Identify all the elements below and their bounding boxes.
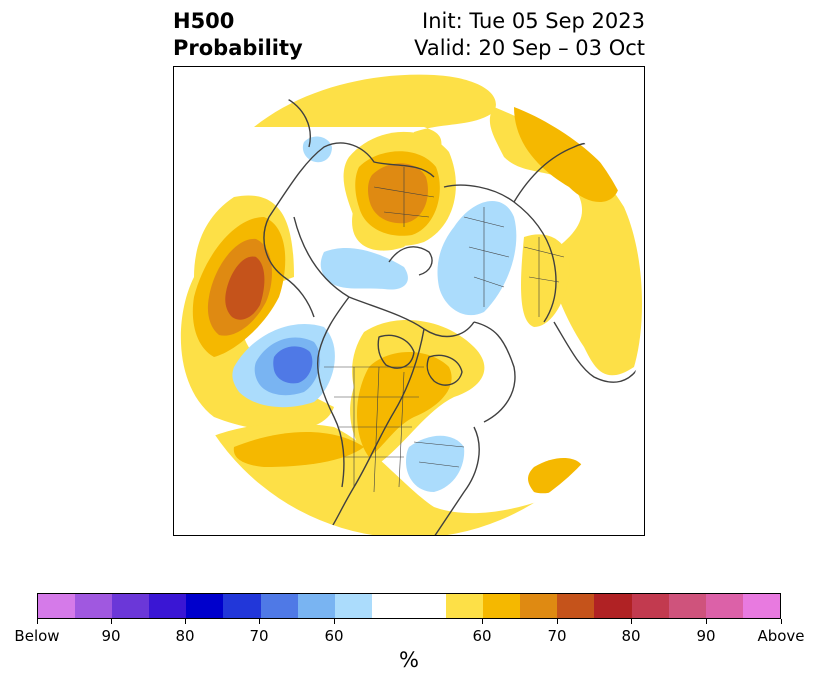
colorbar-tick	[334, 619, 335, 624]
colorbar-tick-label: 90	[101, 627, 121, 645]
colorbar-tick-label: 80	[175, 627, 195, 645]
colorbar-segment	[149, 594, 187, 618]
colorbar-segment	[186, 594, 224, 618]
colorbar-tick	[706, 619, 707, 624]
colorbar-tick-label: 60	[472, 627, 492, 645]
colorbar-segment	[594, 594, 632, 618]
probability-map	[173, 66, 645, 536]
colorbar	[37, 593, 781, 619]
colorbar-tick	[482, 619, 483, 624]
colorbar-segment	[483, 594, 521, 618]
map-svg	[174, 74, 644, 535]
title-variable: H500	[173, 9, 235, 33]
above60-canada	[356, 352, 452, 457]
colorbar-segment	[223, 594, 261, 618]
colorbar-segment	[75, 594, 113, 618]
colorbar-segment	[260, 594, 298, 618]
colorbar-tick	[37, 619, 38, 624]
colorbar-segment	[334, 594, 372, 618]
colorbar-tick	[185, 619, 186, 624]
colorbar-tick-label: 70	[547, 627, 567, 645]
colorbar-segment	[520, 594, 558, 618]
colorbar-segment	[38, 594, 76, 618]
colorbar-unit: %	[399, 648, 419, 672]
colorbar-segment	[668, 594, 706, 618]
below70-alaska	[273, 346, 313, 384]
colorbar-tick	[557, 619, 558, 624]
colorbar-tick-label: 60	[324, 627, 344, 645]
colorbar-segment	[705, 594, 743, 618]
colorbar-tick-label: 70	[249, 627, 269, 645]
above60-east	[528, 457, 584, 494]
above60-atlantic	[514, 107, 619, 202]
colorbar-tick	[259, 619, 260, 624]
colorbar-tick	[781, 619, 782, 624]
colorbar-tick-label: Below	[14, 627, 60, 645]
above70-siberia	[368, 163, 428, 224]
valid-range: Valid: 20 Sep – 03 Oct	[414, 36, 645, 60]
below-region-bering	[302, 136, 332, 163]
init-date: Init: Tue 05 Sep 2023	[422, 9, 645, 33]
above75-pacific	[225, 256, 265, 320]
below-region-scandinavia	[437, 200, 517, 316]
title-field: Probability	[173, 36, 303, 60]
above-region-atlantic	[489, 107, 643, 376]
above-region-europe	[521, 234, 570, 327]
colorbar-segment	[297, 594, 335, 618]
colorbar-segment	[446, 594, 484, 618]
colorbar-segment	[631, 594, 669, 618]
below-region-arctic	[320, 247, 408, 290]
above60-southwest	[233, 432, 364, 467]
colorbar-tick-label: 80	[621, 627, 641, 645]
colorbar-segment	[557, 594, 595, 618]
colorbar-tick-label: Above	[757, 627, 805, 645]
colorbar-tick	[631, 619, 632, 624]
colorbar-segment	[742, 594, 780, 618]
colorbar-tick	[111, 619, 112, 624]
borders	[324, 167, 565, 493]
colorbar-tick-label: 90	[696, 627, 716, 645]
colorbar-segment	[371, 594, 447, 618]
colorbar-segment	[112, 594, 150, 618]
map-title: H500 Probability	[173, 8, 303, 62]
map-dates: Init: Tue 05 Sep 2023 Valid: 20 Sep – 03…	[414, 8, 645, 62]
